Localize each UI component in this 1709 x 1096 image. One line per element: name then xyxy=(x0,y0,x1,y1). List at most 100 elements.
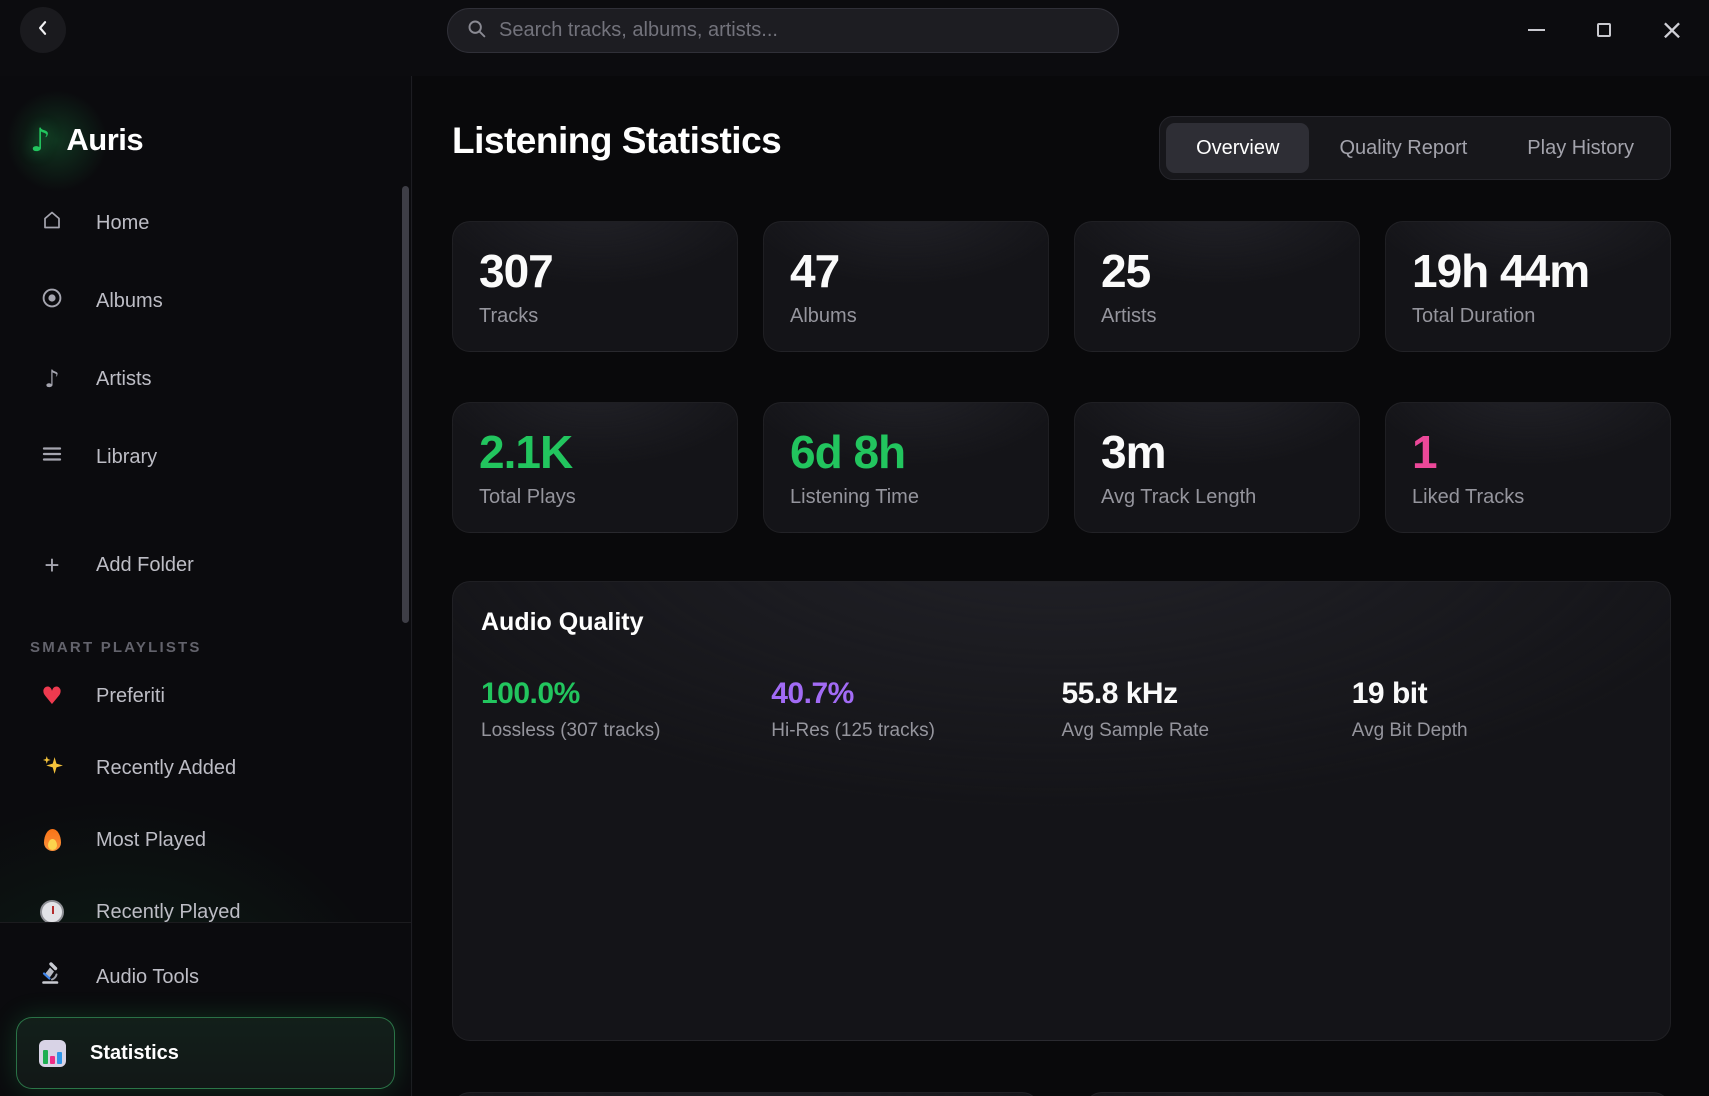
topbar: × xyxy=(0,0,1709,76)
add-folder-button[interactable]: + Add Folder xyxy=(0,537,411,593)
stat-value: 307 xyxy=(479,245,554,297)
playlist-item-recently-added-label: Recently Added xyxy=(96,756,237,779)
plus-icon: + xyxy=(44,550,60,580)
sidebar-item-statistics[interactable]: Statistics xyxy=(16,1017,395,1089)
sidebar-item-library[interactable]: Library xyxy=(0,429,411,485)
bar-chart-icon xyxy=(39,1039,66,1067)
stat-label: Artists xyxy=(1101,304,1157,327)
audio-quality-stats: 100.0% Lossless (307 tracks) 40.7% Hi-Res (… xyxy=(481,677,1642,742)
close-icon: × xyxy=(1660,13,1684,46)
music-note-icon: ♪ xyxy=(30,121,51,159)
stat-value: 6d 8h xyxy=(790,426,906,478)
smart-playlists-list: ♥ Preferiti Recently Added Most Played Recen… xyxy=(0,668,411,922)
sidebar-bottom-dock: Audio Tools Statistics xyxy=(0,922,411,1096)
stat-label: Tracks xyxy=(479,304,539,327)
playlist-item-recently-played-label: Recently Played xyxy=(96,900,241,923)
stat-card: 3m Avg Track Length xyxy=(1074,402,1360,533)
tab-play-history[interactable]: Play History xyxy=(1527,136,1634,159)
page-title: Listening Statistics xyxy=(452,120,782,161)
stat-card: 25 Artists xyxy=(1074,221,1360,352)
search-icon xyxy=(466,18,487,44)
search-bar[interactable] xyxy=(447,8,1119,53)
flame-icon xyxy=(43,829,61,851)
sidebar-item-albums-label: Albums xyxy=(96,289,163,312)
stat-label: Albums xyxy=(790,304,857,327)
stat-label: Listening Time xyxy=(790,485,919,508)
audio-quality-stat: 100.0% Lossless (307 tracks) xyxy=(481,677,771,742)
stat-label: Total Plays xyxy=(479,485,576,508)
top-artists-panel: Top Artists 1Lo-Fi Beats8 tracks277 play… xyxy=(452,1092,1040,1096)
tab-overview[interactable]: Overview xyxy=(1166,123,1310,173)
app-name: Auris xyxy=(66,122,144,157)
chevron-left-icon xyxy=(33,18,53,43)
stat-card: 1 Liked Tracks xyxy=(1385,402,1671,533)
tab-bar: Overview Quality Report Play History xyxy=(1159,116,1671,180)
maximize-icon xyxy=(1597,23,1611,37)
playlist-item-recently-added[interactable]: Recently Added xyxy=(0,740,411,796)
minimize-icon xyxy=(1527,29,1545,31)
playlist-item-most-played-label: Most Played xyxy=(96,828,207,851)
audio-quality-label: Hi-Res (125 tracks) xyxy=(771,720,935,741)
sidebar-item-home[interactable]: Home xyxy=(0,195,411,251)
music-note-icon: ♪ xyxy=(44,365,60,393)
close-button[interactable]: × xyxy=(1653,11,1691,49)
stat-card: 2.1K Total Plays xyxy=(452,402,738,533)
playlist-item-preferiti-label: Preferiti xyxy=(96,684,165,707)
sidebar-item-library-label: Library xyxy=(96,445,158,468)
sidebar-nav: Home Albums ♪ Artists Library xyxy=(0,195,411,485)
stat-card: 6d 8h Listening Time xyxy=(763,402,1049,533)
home-icon xyxy=(40,208,64,238)
sidebar-item-artists[interactable]: ♪ Artists xyxy=(0,351,411,407)
audio-quality-stat: 19 bit Avg Bit Depth xyxy=(1352,677,1642,742)
back-button[interactable] xyxy=(20,7,66,53)
sidebar-item-audio-tools-label: Audio Tools xyxy=(96,965,200,988)
stat-value: 47 xyxy=(790,245,840,297)
top-panels-row: Top Artists 1Lo-Fi Beats8 tracks277 play… xyxy=(452,1092,1671,1096)
stat-card: 47 Albums xyxy=(763,221,1049,352)
top-albums-panel: Top Albums 1Study SessionLo-Fi Beats277 … xyxy=(1083,1092,1671,1096)
playlist-item-recently-played[interactable]: Recently Played xyxy=(0,884,411,922)
search-input[interactable] xyxy=(499,19,1100,42)
audio-quality-panel: Audio Quality 100.0% Lossless (307 tracks… xyxy=(452,581,1671,1041)
stat-value: 3m xyxy=(1101,426,1166,478)
app-logo: ♪ Auris xyxy=(2,86,411,196)
main-header: Listening Statistics Overview Quality Rep… xyxy=(452,116,1671,184)
maximize-button[interactable] xyxy=(1585,11,1623,49)
sparkles-icon xyxy=(40,753,65,784)
heart-icon: ♥ xyxy=(41,682,63,710)
add-folder-label: Add Folder xyxy=(96,553,194,576)
sidebar-item-audio-tools[interactable]: Audio Tools xyxy=(0,949,411,1005)
audio-quality-label: Lossless (307 tracks) xyxy=(481,720,661,741)
main-content: Listening Statistics Overview Quality Rep… xyxy=(413,76,1709,1096)
stat-value: 25 xyxy=(1101,245,1151,297)
stat-label: Total Duration xyxy=(1412,304,1536,327)
microscope-icon xyxy=(39,961,65,993)
stat-card: 19h 44m Total Duration xyxy=(1385,221,1671,352)
sidebar-scroll-area: ♪ Auris Home Albums ♪ Artists Library + Add F… xyxy=(0,76,411,922)
audio-quality-stat: 55.8 kHz Avg Sample Rate xyxy=(1062,677,1352,742)
tab-quality-report[interactable]: Quality Report xyxy=(1339,136,1468,159)
stats-grid: 307 Tracks 47 Albums 25 Artists 19h 44m Total D… xyxy=(452,221,1671,533)
record-icon xyxy=(40,286,64,316)
stat-label: Liked Tracks xyxy=(1412,485,1525,508)
stat-value: 19h 44m xyxy=(1412,245,1590,297)
stat-value: 2.1K xyxy=(479,426,573,478)
sidebar-item-albums[interactable]: Albums xyxy=(0,273,411,329)
playlist-item-most-played[interactable]: Most Played xyxy=(0,812,411,868)
stat-value: 1 xyxy=(1412,426,1438,478)
window-controls: × xyxy=(1517,0,1691,60)
minimize-button[interactable] xyxy=(1517,11,1555,49)
smart-playlists-header: SMART PLAYLISTS xyxy=(30,639,202,656)
audio-quality-value: 19 bit xyxy=(1351,677,1428,710)
playlist-item-preferiti[interactable]: ♥ Preferiti xyxy=(0,668,411,724)
sidebar-item-statistics-label: Statistics xyxy=(90,1041,179,1064)
sidebar-scrollbar[interactable] xyxy=(402,186,409,623)
stat-card: 307 Tracks xyxy=(452,221,738,352)
audio-quality-label: Avg Bit Depth xyxy=(1351,720,1468,741)
sidebar: ♪ Auris Home Albums ♪ Artists Library + Add F… xyxy=(0,76,420,1096)
sidebar-item-artists-label: Artists xyxy=(96,367,152,390)
audio-quality-value: 100.0% xyxy=(481,677,580,710)
audio-quality-stat: 40.7% Hi-Res (125 tracks) xyxy=(771,677,1061,742)
library-lines-icon xyxy=(40,442,64,472)
audio-quality-title: Audio Quality xyxy=(481,608,644,636)
